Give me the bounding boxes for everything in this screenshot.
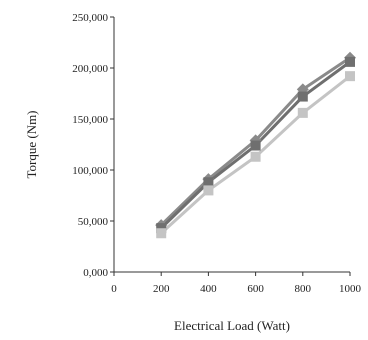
y-tick-label: 150,000 [72, 114, 108, 126]
x-axis-title: Electrical Load (Watt) [174, 318, 290, 333]
data-point [156, 228, 167, 239]
data-point [250, 151, 261, 162]
data-point [297, 91, 308, 102]
x-tick-label: 200 [153, 283, 170, 295]
y-tick-label: 250,000 [72, 12, 108, 24]
x-tick-label: 0 [111, 283, 117, 295]
data-point [297, 107, 308, 118]
y-tick-label: 0,000 [83, 267, 108, 279]
x-tick-label: 1000 [339, 283, 362, 295]
x-tick-label: 800 [295, 283, 312, 295]
data-point [345, 71, 355, 82]
data-point [345, 56, 355, 67]
y-tick-label: 200,000 [72, 63, 108, 75]
data-point [203, 185, 214, 196]
series-group [155, 51, 356, 239]
data-point [156, 223, 167, 234]
axes [113, 17, 350, 273]
y-tick-label: 50,000 [78, 216, 109, 228]
x-tick-label: 600 [247, 283, 264, 295]
y-axis-title: Torque (Nm) [24, 110, 39, 178]
x-tick-label: 400 [200, 283, 217, 295]
data-point [203, 177, 214, 188]
x-axis-ticks: 0 200 400 600 800 1000 [111, 272, 362, 295]
y-tick-label: 100,000 [72, 165, 108, 177]
data-point [250, 140, 261, 151]
y-axis-ticks: 0,000 50,000 100,000 150,000 200,000 250,000 [72, 12, 114, 279]
